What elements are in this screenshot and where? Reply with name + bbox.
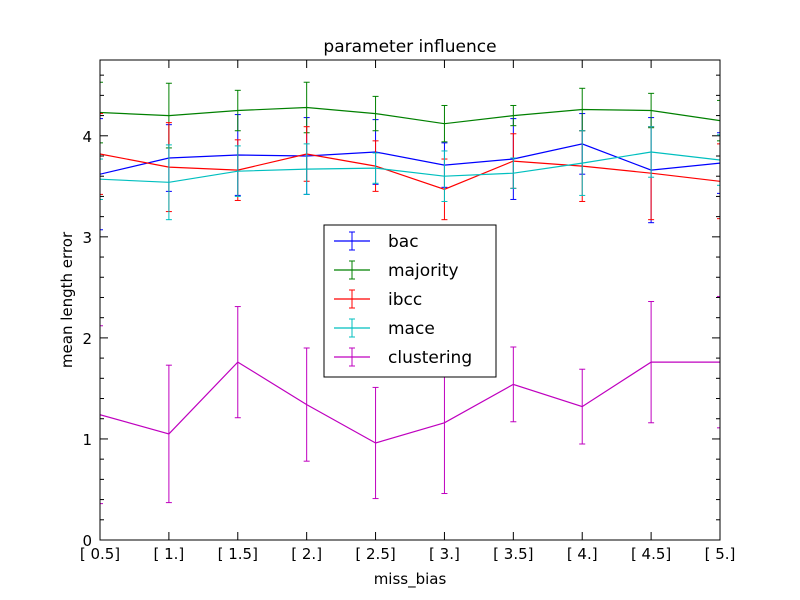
y-tick-label: 3 (82, 229, 92, 247)
series-line-clustering (100, 361, 720, 444)
series-line-mace (100, 151, 720, 183)
legend-label: majority (388, 261, 459, 281)
y-tick-label: 4 (82, 128, 92, 146)
legend-item-ibcc: ibcc (334, 289, 422, 310)
legend-label: clustering (388, 348, 472, 368)
plot-area (100, 81, 720, 505)
legend-label: mace (388, 319, 435, 339)
legend-label: ibcc (388, 290, 422, 310)
y-axis-label: mean length error (58, 231, 76, 368)
legend-item-bac: bac (334, 231, 419, 252)
y-tick-label: 1 (82, 431, 92, 449)
legend-item-mace: mace (334, 318, 435, 339)
legend-item-clustering: clustering (334, 347, 472, 368)
x-tick-label: [ 2.5] (355, 545, 395, 563)
series-mace (100, 126, 720, 221)
x-tick-label: [ 0.5] (80, 545, 120, 563)
x-tick-label: [ 1.5] (218, 545, 258, 563)
y-axis-ticks: 0 1 2 3 4 (82, 74, 720, 550)
x-tick-label: [ 4.] (567, 545, 598, 563)
x-tick-label: [ 3.] (429, 545, 460, 563)
legend-label: bac (388, 232, 419, 252)
chart-title: parameter influence (323, 37, 496, 57)
legend-item-majority: majority (334, 260, 459, 281)
x-tick-label: [ 1.] (153, 545, 184, 563)
plot-frame (99, 59, 721, 541)
x-axis-label: miss_bias (374, 570, 447, 589)
y-tick-label: 0 (82, 532, 92, 550)
x-axis-ticks: [ 0.5] [ 1.] [ 1.5] [ 2.] [ 2.5] [ 3.] [ 3.5] [… (80, 60, 736, 563)
series-line-majority (100, 106, 720, 125)
y-tick-label: 2 (82, 330, 92, 348)
legend: bac majority ibcc mace clustering (323, 224, 497, 378)
series-clustering (100, 295, 720, 505)
x-tick-label: [ 5.] (705, 545, 736, 563)
x-tick-label: [ 2.] (291, 545, 322, 563)
x-tick-label: [ 3.5] (493, 545, 533, 563)
series-line-ibcc (100, 153, 720, 190)
x-tick-label: [ 4.5] (631, 545, 671, 563)
